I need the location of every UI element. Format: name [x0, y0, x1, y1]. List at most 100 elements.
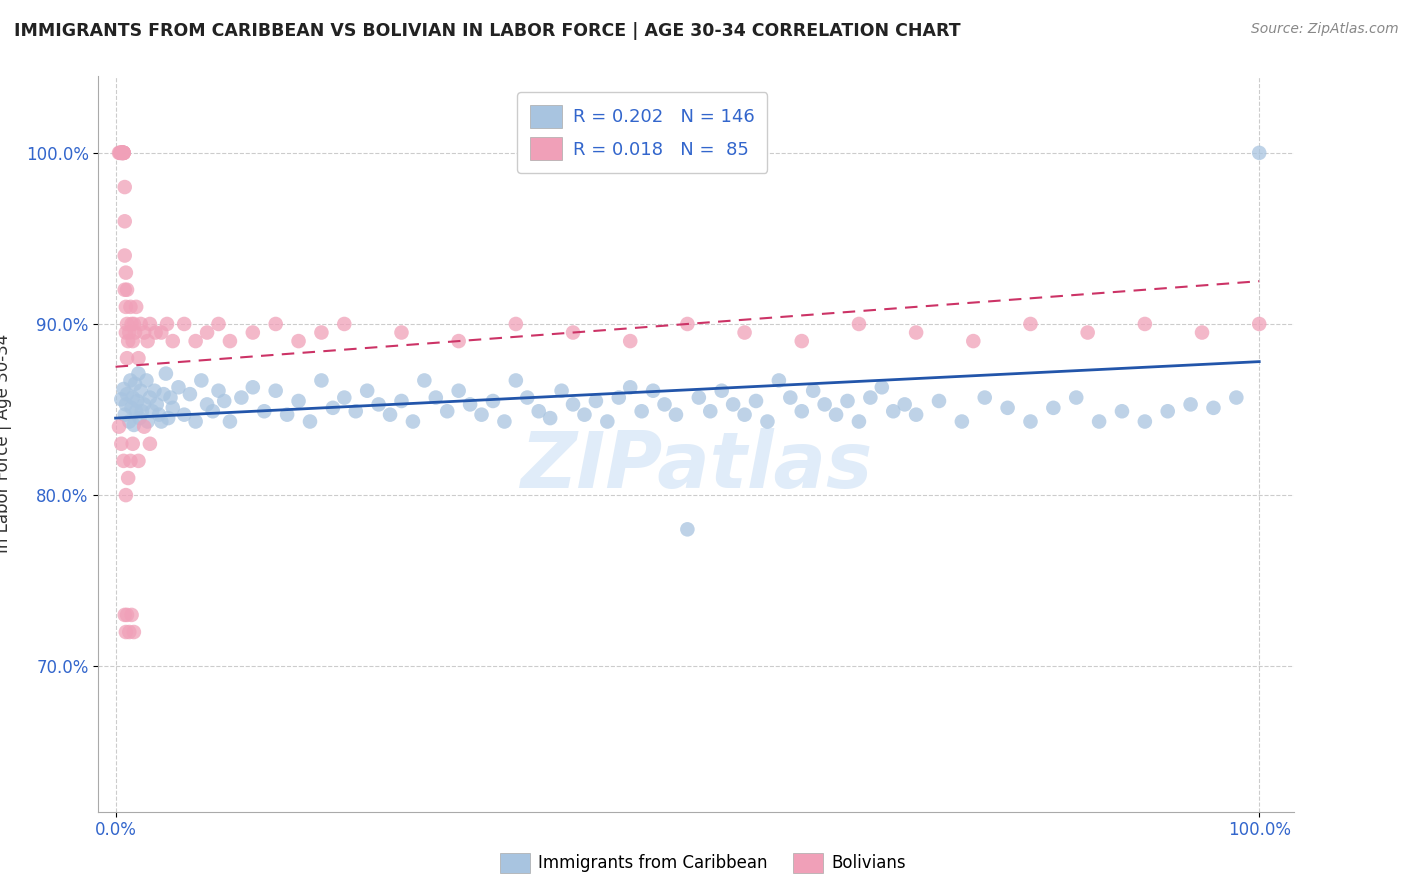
- Point: [413, 374, 436, 388]
- Point: [207, 317, 229, 331]
- Point: [115, 607, 138, 622]
- Point: [619, 334, 641, 348]
- Point: [734, 408, 756, 422]
- Point: [859, 391, 882, 405]
- Point: [201, 404, 224, 418]
- Point: [112, 145, 135, 160]
- Point: [1133, 415, 1156, 429]
- Point: [121, 401, 143, 415]
- Point: [114, 248, 136, 262]
- Point: [1191, 326, 1213, 340]
- Point: [108, 419, 131, 434]
- Point: [688, 391, 710, 405]
- Point: [124, 326, 146, 340]
- Point: [120, 454, 142, 468]
- Point: [676, 522, 699, 536]
- Point: [219, 334, 242, 348]
- Point: [124, 376, 146, 391]
- Point: [162, 334, 184, 348]
- Point: [110, 145, 132, 160]
- Point: [641, 384, 664, 398]
- Text: ZIPatlas: ZIPatlas: [520, 428, 872, 504]
- Point: [367, 397, 389, 411]
- Point: [145, 397, 167, 411]
- Point: [136, 415, 159, 429]
- Point: [550, 384, 572, 398]
- Point: [814, 397, 837, 411]
- Point: [950, 415, 973, 429]
- Point: [121, 391, 143, 405]
- Point: [287, 334, 309, 348]
- Point: [115, 266, 138, 280]
- Legend: R = 0.202   N = 146, R = 0.018   N =  85: R = 0.202 N = 146, R = 0.018 N = 85: [517, 92, 768, 173]
- Point: [516, 391, 538, 405]
- Point: [1249, 145, 1271, 160]
- Point: [333, 391, 356, 405]
- Point: [882, 404, 904, 418]
- Point: [145, 326, 167, 340]
- Point: [162, 401, 184, 415]
- Point: [150, 326, 173, 340]
- Point: [150, 415, 173, 429]
- Point: [596, 415, 619, 429]
- Point: [115, 488, 138, 502]
- Point: [139, 436, 162, 450]
- Point: [402, 415, 425, 429]
- Point: [264, 317, 287, 331]
- Point: [156, 317, 179, 331]
- Point: [115, 300, 138, 314]
- Point: [298, 415, 321, 429]
- Point: [112, 454, 135, 468]
- Point: [1202, 401, 1225, 415]
- Point: [768, 374, 790, 388]
- Point: [115, 283, 138, 297]
- Point: [112, 145, 135, 160]
- Point: [152, 387, 174, 401]
- Point: [745, 394, 768, 409]
- Point: [108, 145, 131, 160]
- Point: [110, 145, 132, 160]
- Point: [311, 326, 333, 340]
- Point: [356, 384, 378, 398]
- Point: [122, 417, 145, 432]
- Point: [112, 145, 135, 160]
- Point: [143, 384, 166, 398]
- Point: [129, 317, 152, 331]
- Point: [190, 374, 212, 388]
- Point: [562, 326, 585, 340]
- Point: [114, 214, 136, 228]
- Point: [136, 334, 159, 348]
- Point: [118, 415, 141, 429]
- Point: [114, 180, 136, 194]
- Point: [505, 317, 527, 331]
- Point: [333, 317, 356, 331]
- Point: [436, 404, 458, 418]
- Point: [139, 391, 162, 405]
- Point: [112, 145, 135, 160]
- Point: [1077, 326, 1099, 340]
- Point: [179, 387, 201, 401]
- Point: [538, 411, 561, 425]
- Point: [122, 625, 145, 640]
- Point: [779, 391, 801, 405]
- Point: [837, 394, 859, 409]
- Point: [111, 145, 134, 160]
- Point: [115, 351, 138, 366]
- Point: [311, 374, 333, 388]
- Point: [127, 394, 149, 409]
- Point: [121, 436, 143, 450]
- Point: [287, 394, 309, 409]
- Point: [973, 391, 995, 405]
- Point: [801, 384, 824, 398]
- Point: [344, 404, 367, 418]
- Point: [790, 404, 813, 418]
- Point: [378, 408, 401, 422]
- Point: [458, 397, 481, 411]
- Point: [195, 397, 218, 411]
- Point: [721, 397, 744, 411]
- Point: [928, 394, 950, 409]
- Point: [115, 397, 138, 411]
- Point: [893, 397, 915, 411]
- Point: [848, 415, 870, 429]
- Point: [264, 384, 287, 398]
